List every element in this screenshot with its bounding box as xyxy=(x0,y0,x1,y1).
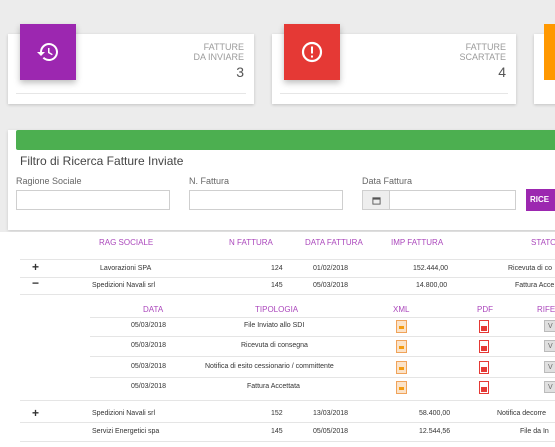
collapse-toggle[interactable]: − xyxy=(32,276,40,290)
row-divider xyxy=(90,356,555,357)
card-icon-box xyxy=(284,24,340,80)
expand-toggle[interactable]: + xyxy=(32,406,40,420)
xml-file-icon[interactable] xyxy=(396,381,407,394)
sub-cell-tipologia: Fattura Accettata xyxy=(247,383,300,390)
sub-cell-data: 05/03/2018 xyxy=(131,383,167,390)
cell-num: 124 xyxy=(271,265,283,272)
calendar-icon xyxy=(371,196,381,205)
cell-imp: 12.544,56 xyxy=(419,428,451,435)
n-fattura-input[interactable] xyxy=(189,190,343,210)
cell-stato: Ricevuta di co xyxy=(508,265,552,272)
subheader-xml: XML xyxy=(393,305,410,314)
cell-rag: Lavorazioni SPA xyxy=(100,265,152,272)
xml-file-icon[interactable] xyxy=(396,320,407,333)
cell-data: 13/03/2018 xyxy=(313,410,349,417)
row-divider xyxy=(20,277,555,278)
subheader-pdf: PDF xyxy=(477,305,493,314)
sub-cell-tipologia: Notifica di esito cessionario / committe… xyxy=(205,363,334,370)
row-divider xyxy=(90,336,555,337)
xml-file-icon[interactable] xyxy=(396,340,407,353)
card-partial[interactable] xyxy=(534,24,555,104)
card-divider xyxy=(16,93,246,94)
cell-rag: Spedizioni Navali srl xyxy=(92,282,156,289)
card-icon-box xyxy=(20,24,76,80)
pdf-file-icon[interactable] xyxy=(479,361,489,374)
subheader-rif: RIFE xyxy=(537,305,555,314)
row-divider xyxy=(20,259,555,260)
xml-file-icon[interactable] xyxy=(396,361,407,374)
row-divider xyxy=(20,422,555,423)
cell-stato: Notifica decorre xyxy=(497,410,547,417)
row-divider xyxy=(90,377,555,378)
sub-cell-tipologia: Ricevuta di consegna xyxy=(241,342,308,349)
cell-num: 145 xyxy=(271,428,283,435)
cell-data: 05/03/2018 xyxy=(313,282,349,289)
ragione-sociale-label: Ragione Sociale xyxy=(16,176,82,186)
pdf-file-icon[interactable] xyxy=(479,320,489,333)
row-divider xyxy=(20,400,555,401)
pdf-file-icon[interactable] xyxy=(479,340,489,353)
sub-cell-data: 05/03/2018 xyxy=(131,342,167,349)
view-button[interactable]: V xyxy=(544,340,555,352)
row-divider xyxy=(20,294,555,295)
subheader-tipologia: TIPOLOGIA xyxy=(255,305,299,314)
n-fattura-label: N. Fattura xyxy=(189,176,230,186)
row-divider xyxy=(20,441,555,442)
view-button[interactable]: V xyxy=(544,381,555,393)
invoice-table: RAG SOCIALE N FATTURA DATA FATTURA IMP F… xyxy=(0,232,555,447)
view-button[interactable]: V xyxy=(544,361,555,373)
header-n-fattura[interactable]: N FATTURA xyxy=(229,238,273,247)
cell-stato: File da In xyxy=(520,428,549,435)
view-button[interactable]: V xyxy=(544,320,555,332)
sub-cell-data: 05/03/2018 xyxy=(131,363,167,370)
ragione-sociale-input[interactable] xyxy=(16,190,170,210)
data-fattura-input[interactable] xyxy=(362,190,516,210)
card-value: 4 xyxy=(498,64,506,80)
card-divider xyxy=(280,93,508,94)
cell-num: 145 xyxy=(271,282,283,289)
cell-num: 152 xyxy=(271,410,283,417)
cell-rag: Spedizioni Navali srl xyxy=(92,410,156,417)
card-value: 3 xyxy=(236,64,244,80)
sub-cell-data: 05/03/2018 xyxy=(131,322,167,329)
cell-imp: 14.800,00 xyxy=(416,282,448,289)
expand-toggle[interactable]: + xyxy=(32,260,40,274)
history-icon xyxy=(37,43,58,61)
card-title: Fatture Scartate xyxy=(459,42,506,62)
sub-cell-tipologia: File Inviato allo SDI xyxy=(244,322,305,329)
card-fatture-scartate[interactable]: Fatture Scartate 4 xyxy=(272,24,516,104)
calendar-addon[interactable] xyxy=(363,191,390,209)
card-icon-box xyxy=(544,24,555,80)
cell-rag: Servizi Energetici spa xyxy=(92,428,160,435)
pdf-file-icon[interactable] xyxy=(479,381,489,394)
header-rag-sociale[interactable]: RAG SOCIALE xyxy=(99,238,154,247)
cell-data: 05/05/2018 xyxy=(313,428,349,435)
header-imp-fattura[interactable]: IMP FATTURA xyxy=(391,238,444,247)
header-data-fattura[interactable]: DATA FATTURA xyxy=(305,238,363,247)
subheader-data: DATA xyxy=(143,305,164,314)
filter-panel: Filtro di Ricerca Fatture Inviate Ragion… xyxy=(8,130,555,230)
card-fatture-da-inviare[interactable]: Fatture da Inviare 3 xyxy=(8,24,254,104)
cell-imp: 152.444,00 xyxy=(413,265,449,272)
filter-title: Filtro di Ricerca Fatture Inviate xyxy=(20,154,184,168)
cell-stato: Fattura Acce xyxy=(515,282,555,289)
panel-header-bar xyxy=(16,130,555,150)
row-divider xyxy=(90,317,555,318)
cell-data: 01/02/2018 xyxy=(313,265,349,272)
data-fattura-label: Data Fattura xyxy=(362,176,413,186)
cell-imp: 58.400,00 xyxy=(419,410,451,417)
card-title: Fatture da Inviare xyxy=(193,42,244,62)
alert-circle-icon xyxy=(301,41,323,63)
search-button[interactable]: RICE xyxy=(526,189,555,211)
header-stato[interactable]: STATO xyxy=(531,238,555,247)
